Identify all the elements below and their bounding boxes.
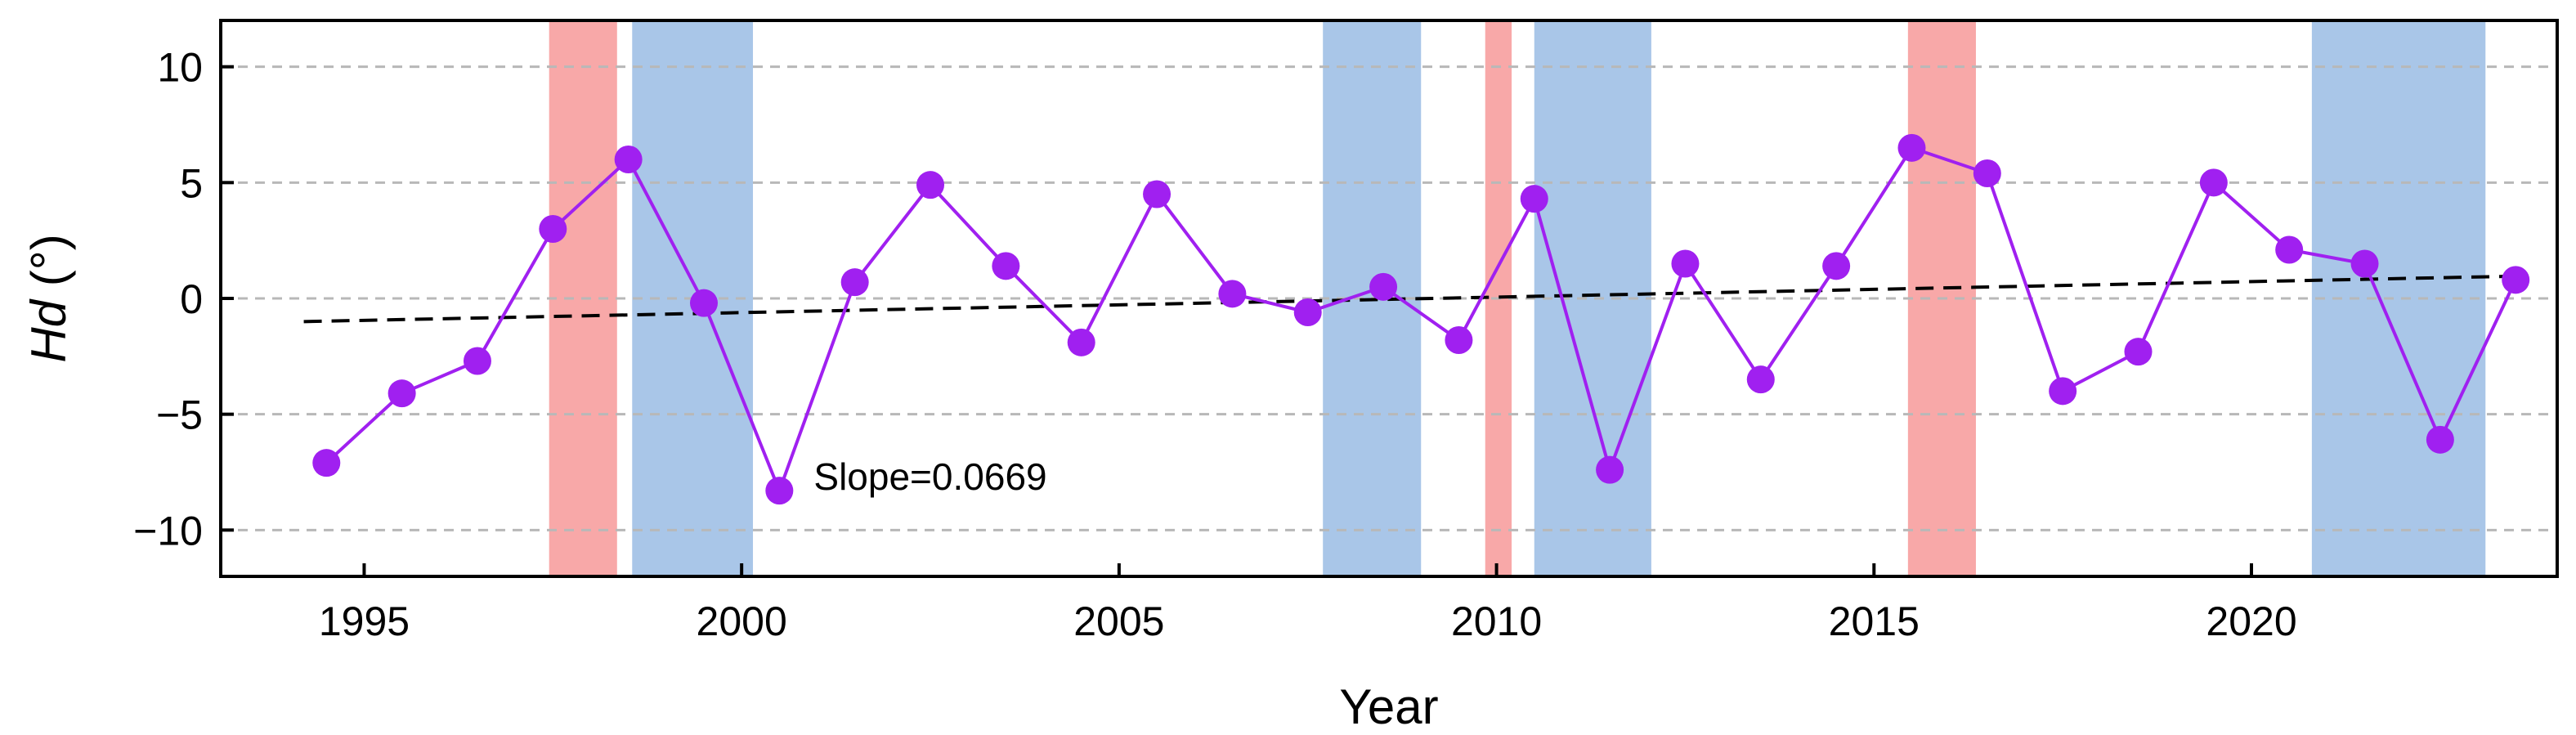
series-line bbox=[325, 146, 2518, 495]
data-point-17 bbox=[1596, 455, 1624, 484]
x-tick-label-2: 2005 bbox=[1073, 598, 1164, 644]
y-tick-label-2: 0 bbox=[180, 276, 203, 322]
y-tick-label-4: −10 bbox=[133, 508, 203, 553]
data-point-13 bbox=[1293, 298, 1322, 326]
data-point-20 bbox=[1822, 252, 1851, 280]
data-point-23 bbox=[2049, 377, 2077, 406]
data-point-14 bbox=[1369, 272, 1398, 301]
data-point-1 bbox=[388, 379, 416, 408]
data-point-24 bbox=[2124, 338, 2153, 366]
data-point-0 bbox=[312, 449, 341, 477]
y-tick-label-1: 5 bbox=[180, 160, 203, 206]
data-point-15 bbox=[1445, 326, 1473, 354]
trend-line-group bbox=[303, 274, 2516, 324]
tick-labels: 1995 2000 2005 2010 2015 2020 10 5 0 −5 −10 bbox=[133, 45, 2296, 644]
data-point-25 bbox=[2199, 168, 2228, 197]
data-point-3 bbox=[539, 215, 567, 243]
data-point-12 bbox=[1218, 280, 1247, 308]
data-point-19 bbox=[1746, 365, 1775, 394]
data-point-10 bbox=[1067, 328, 1095, 356]
data-point-18 bbox=[1671, 249, 1700, 278]
data-point-11 bbox=[1143, 180, 1172, 208]
data-point-6 bbox=[765, 477, 794, 505]
data-point-8 bbox=[916, 171, 945, 199]
data-point-2 bbox=[463, 347, 491, 375]
highlight-bands bbox=[549, 20, 2486, 576]
x-tick-label-4: 2015 bbox=[1829, 598, 1920, 644]
y-tick-label-3: −5 bbox=[156, 392, 203, 438]
data-point-29 bbox=[2502, 266, 2530, 294]
slope-annotation: Slope=0.0669 bbox=[813, 455, 1046, 498]
x-tick-label-0: 1995 bbox=[319, 598, 410, 644]
trend-line bbox=[303, 274, 2516, 324]
x-tick-label-5: 2020 bbox=[2206, 598, 2296, 644]
axis-ticks bbox=[221, 65, 2254, 576]
data-point-26 bbox=[2275, 235, 2304, 264]
data-point-5 bbox=[689, 289, 718, 317]
series-group bbox=[312, 133, 2530, 505]
data-point-28 bbox=[2426, 425, 2454, 454]
y-axis-unit: (°) bbox=[21, 234, 76, 300]
data-point-21 bbox=[1897, 133, 1926, 162]
x-axis-title: Year bbox=[1339, 679, 1438, 734]
data-point-4 bbox=[614, 146, 643, 173]
data-point-9 bbox=[992, 252, 1020, 280]
x-tick-label-1: 2000 bbox=[697, 598, 787, 644]
y-axis-variable: Hd bbox=[21, 298, 76, 362]
data-point-7 bbox=[840, 268, 869, 297]
data-point-22 bbox=[1973, 159, 2001, 187]
x-tick-label-3: 2010 bbox=[1451, 598, 1542, 644]
y-tick-label-0: 10 bbox=[157, 45, 203, 91]
y-axis-title: Hd (°) bbox=[21, 234, 76, 362]
data-point-27 bbox=[2350, 249, 2379, 278]
data-point-16 bbox=[1520, 185, 1548, 213]
